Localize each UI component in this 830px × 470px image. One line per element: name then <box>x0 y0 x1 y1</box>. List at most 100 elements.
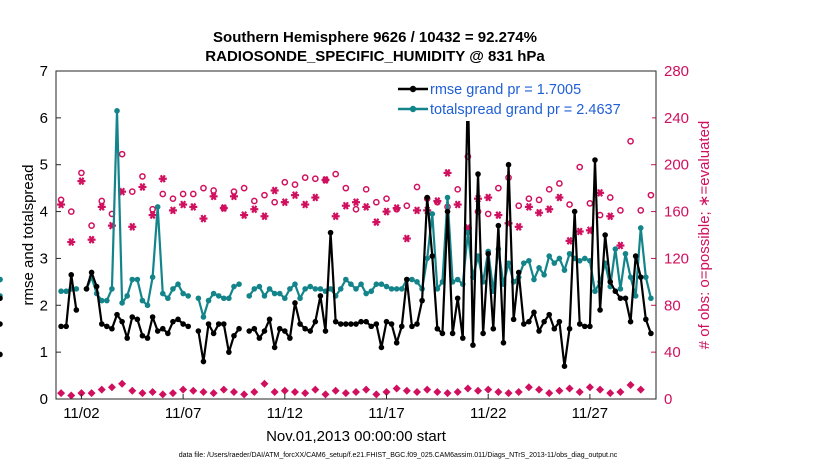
totalspread-point <box>124 293 130 299</box>
totalspread-point <box>159 290 166 297</box>
obs-possible-point <box>98 197 106 205</box>
obs-baseline-point <box>107 383 116 392</box>
rmse-point <box>256 335 263 341</box>
y-left-tick-label: 1 <box>40 344 48 361</box>
obs-possible-point <box>159 190 167 198</box>
obs-possible-point <box>372 198 380 206</box>
totalspread-point <box>292 281 298 288</box>
totalspread-point <box>429 211 436 217</box>
obs-evaluated-point-stroke <box>393 204 400 213</box>
obs-baseline-point <box>148 387 157 396</box>
rmse-point <box>104 323 110 330</box>
rmse-point <box>597 307 603 313</box>
totalspread-point <box>195 295 202 302</box>
x-tick-label: 11/07 <box>165 405 201 422</box>
legend-rmse-marker <box>409 85 417 93</box>
rmse-point <box>515 269 522 276</box>
rmse-point <box>576 321 583 327</box>
rmse-point <box>276 325 283 332</box>
totalspread-point <box>363 290 369 297</box>
rmse-point <box>404 276 410 283</box>
obs-baseline-point <box>189 386 198 395</box>
rmse-point <box>388 321 395 327</box>
totalspread-point <box>180 290 186 297</box>
obs-baseline-point <box>372 390 381 399</box>
totalspread-point <box>256 283 263 290</box>
obs-baseline-point <box>413 387 422 396</box>
rmse-point <box>419 297 425 304</box>
obs-possible-point <box>576 163 584 171</box>
totalspread-point <box>185 293 192 299</box>
obs-baseline-point <box>423 385 432 394</box>
rmse-point <box>368 323 375 330</box>
obs-evaluated-point <box>67 238 76 247</box>
rmse-point <box>226 349 232 355</box>
obs-possible-point <box>332 170 340 178</box>
totalspread-point <box>444 194 451 201</box>
obs-possible-point <box>281 178 289 186</box>
axes-box <box>55 70 657 400</box>
totalspread-point <box>378 281 385 288</box>
obs-evaluated-point-stroke <box>576 227 583 236</box>
obs-baseline-point <box>585 383 594 392</box>
obs-baseline-point <box>128 386 137 395</box>
rmse-point <box>526 318 532 325</box>
rmse-point <box>551 325 558 332</box>
obs-evaluated-point-stroke <box>597 188 604 197</box>
obs-evaluated-point-stroke <box>292 191 298 200</box>
rmse-point <box>327 229 334 236</box>
obs-possible-point <box>515 202 523 210</box>
obs-baseline-point <box>575 387 584 396</box>
y-left-tick-label: 3 <box>40 250 48 267</box>
obs-baseline-point <box>565 384 574 393</box>
obs-evaluated-point-stroke <box>190 202 197 211</box>
y-left-tick-label: 4 <box>40 204 48 221</box>
legend-spread-marker <box>409 105 417 113</box>
obs-possible-point <box>240 184 248 192</box>
obs-possible-point <box>454 185 462 193</box>
totalspread-point <box>109 286 115 292</box>
obs-evaluated-point-stroke <box>566 236 573 245</box>
obs-baseline-point <box>301 389 310 398</box>
obs-baseline-point <box>463 384 472 393</box>
obs-evaluated-point <box>311 193 320 202</box>
totalspread-point <box>246 293 253 299</box>
rmse-point <box>0 351 3 358</box>
obs-possible-point <box>535 196 543 204</box>
obs-baseline-point <box>158 390 167 399</box>
rmse-point <box>414 321 420 327</box>
obs-baseline-point <box>504 389 513 398</box>
rmse-point <box>490 325 497 332</box>
rmse-point <box>307 328 314 334</box>
rmse-point <box>429 253 436 259</box>
rmse-point <box>480 330 486 337</box>
totalspread-point <box>317 286 324 292</box>
obs-baseline-point <box>494 387 503 396</box>
rmse-point <box>180 321 186 327</box>
totalspread-point <box>592 288 598 295</box>
y-axis-left-label: rmse and totalspread <box>20 165 37 306</box>
totalspread-point <box>434 286 441 292</box>
obs-evaluated-point <box>57 200 66 209</box>
obs-evaluated-point <box>382 207 391 216</box>
totalspread-point <box>236 281 242 288</box>
rmse-point <box>627 318 634 325</box>
rmse-point <box>475 171 481 177</box>
rmse-point <box>165 330 171 337</box>
obs-evaluated-point-stroke <box>312 193 319 202</box>
obs-evaluated-point <box>97 202 106 211</box>
obs-evaluated-point <box>524 202 533 211</box>
rmse-point <box>68 272 75 278</box>
obs-evaluated-point <box>484 193 493 202</box>
obs-possible-point <box>362 185 370 193</box>
rmse-point <box>0 295 3 302</box>
rmse-point <box>215 321 222 327</box>
obs-possible-point <box>118 150 126 158</box>
x-tick-label: 11/27 <box>572 405 608 422</box>
totalspread-point <box>58 288 64 295</box>
totalspread-point <box>63 288 69 295</box>
obs-evaluated-point-stroke <box>78 177 85 186</box>
rmse-point <box>454 295 461 302</box>
rmse-point <box>500 339 507 346</box>
obs-evaluated-point-stroke <box>169 206 176 215</box>
